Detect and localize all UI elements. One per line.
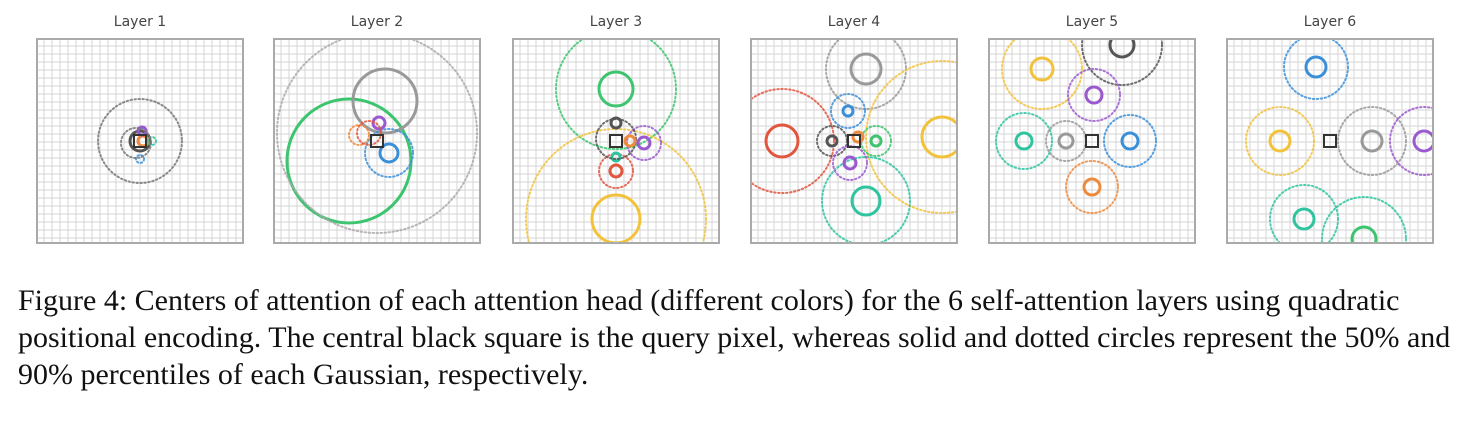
- gaussian-50-percentile-circle: [1108, 38, 1136, 59]
- gaussian-90-percentile-circle: [348, 124, 370, 146]
- figure-caption: Figure 4: Centers of attention of each a…: [18, 284, 1451, 391]
- query-pixel-square: [133, 134, 147, 148]
- plot-frame: [750, 38, 958, 244]
- attention-plot: [1226, 38, 1434, 244]
- gaussian-90-percentile-circle: [147, 136, 157, 146]
- gaussian-90-percentile-circle: [1321, 196, 1407, 244]
- gaussian-90-percentile-circle: [97, 98, 183, 184]
- gaussian-50-percentile-circle: [1082, 177, 1102, 197]
- gaussian-90-percentile-circle: [276, 38, 478, 234]
- panel-layer-5: [988, 38, 1196, 244]
- gaussian-50-percentile-circle: [623, 134, 637, 148]
- gaussian-90-percentile-circle: [626, 125, 662, 161]
- gaussian-90-percentile-circle: [1337, 106, 1407, 176]
- panel-title-layer-6: Layer 6: [1303, 14, 1357, 30]
- gaussian-50-percentile-circle: [841, 104, 855, 118]
- gaussian-50-percentile-circle: [1304, 55, 1328, 79]
- query-pixel-square: [609, 134, 623, 148]
- gaussian-50-percentile-circle: [842, 155, 858, 171]
- plot-frame: [512, 38, 720, 244]
- gaussian-50-percentile-circle: [825, 134, 839, 148]
- panel-title-layer-5: Layer 5: [1065, 14, 1119, 30]
- gaussian-50-percentile-circle: [1084, 85, 1104, 105]
- gaussian-50-percentile-circle: [608, 163, 624, 179]
- panel-layer-4: [750, 38, 958, 244]
- gaussian-50-percentile-circle: [597, 70, 635, 108]
- panel-title-layer-4: Layer 4: [827, 14, 881, 30]
- gaussian-90-percentile-circle: [555, 38, 677, 150]
- gaussian-50-percentile-circle: [1014, 131, 1034, 151]
- gaussian-50-percentile-circle: [764, 123, 800, 159]
- plot-frame: [988, 38, 1196, 244]
- gaussian-50-percentile-circle: [1120, 131, 1140, 151]
- gaussian-50-percentile-circle: [869, 134, 883, 148]
- panel-title-layer-3: Layer 3: [589, 14, 643, 30]
- gaussian-50-percentile-circle: [351, 67, 419, 135]
- query-pixel-square: [847, 134, 861, 148]
- attention-plot: [750, 38, 958, 244]
- panel-title-layer-1: Layer 1: [113, 14, 167, 30]
- gaussian-90-percentile-circle: [865, 60, 958, 214]
- gaussian-90-percentile-circle: [1269, 184, 1339, 244]
- gaussian-90-percentile-circle: [1103, 114, 1157, 168]
- gaussian-90-percentile-circle: [1081, 38, 1163, 86]
- panel-layer-6: [1226, 38, 1434, 244]
- gaussian-50-percentile-circle: [849, 52, 883, 86]
- gaussian-90-percentile-circle: [356, 120, 382, 146]
- query-pixel-square: [370, 134, 384, 148]
- gaussian-90-percentile-circle: [1283, 38, 1349, 100]
- gaussian-50-percentile-circle: [610, 151, 622, 163]
- query-pixel-square: [1085, 134, 1099, 148]
- gaussian-90-percentile-circle: [1389, 106, 1434, 176]
- gaussian-90-percentile-circle: [995, 112, 1053, 170]
- attention-plot: [512, 38, 720, 244]
- gaussian-90-percentile-circle: [860, 125, 892, 157]
- panel-layer-2: [273, 38, 481, 244]
- gaussian-90-percentile-circle: [1067, 68, 1121, 122]
- gaussian-50-percentile-circle: [1412, 129, 1434, 153]
- attention-plot: [36, 38, 244, 244]
- attention-plot: [273, 38, 481, 244]
- gaussian-50-percentile-circle: [128, 129, 152, 153]
- gaussian-50-percentile-circle: [609, 116, 623, 130]
- gaussian-90-percentile-circle: [830, 93, 866, 129]
- gaussian-90-percentile-circle: [364, 128, 414, 178]
- gaussian-50-percentile-circle: [636, 135, 652, 151]
- gaussian-50-percentile-circle: [920, 115, 958, 159]
- gaussian-50-percentile-circle: [851, 130, 865, 144]
- gaussian-90-percentile-circle: [1001, 38, 1083, 110]
- gaussian-50-percentile-circle: [1057, 132, 1075, 150]
- gaussian-50-percentile-circle: [1029, 56, 1055, 82]
- gaussian-90-percentile-circle: [1245, 106, 1315, 176]
- attention-plot: [988, 38, 1196, 244]
- gaussian-50-percentile-circle: [1292, 207, 1316, 231]
- gaussian-90-percentile-circle: [135, 154, 145, 164]
- panel-layer-1: [36, 38, 244, 244]
- gaussian-50-percentile-circle: [1360, 129, 1384, 153]
- gaussian-90-percentile-circle: [1065, 160, 1119, 214]
- plot-frame: [1226, 38, 1434, 244]
- gaussian-50-percentile-circle: [1350, 225, 1378, 244]
- gaussian-50-percentile-circle: [850, 185, 882, 217]
- gaussian-90-percentile-circle: [750, 88, 835, 194]
- plot-frame: [36, 38, 244, 244]
- gaussian-50-percentile-circle: [371, 115, 387, 131]
- panel-title-layer-2: Layer 2: [350, 14, 404, 30]
- plot-frame: [273, 38, 481, 244]
- gaussian-50-percentile-circle: [1268, 129, 1292, 153]
- gaussian-90-percentile-circle: [120, 127, 152, 159]
- panel-layer-3: [512, 38, 720, 244]
- gaussian-50-percentile-circle: [378, 142, 400, 164]
- query-pixel-square: [1323, 134, 1337, 148]
